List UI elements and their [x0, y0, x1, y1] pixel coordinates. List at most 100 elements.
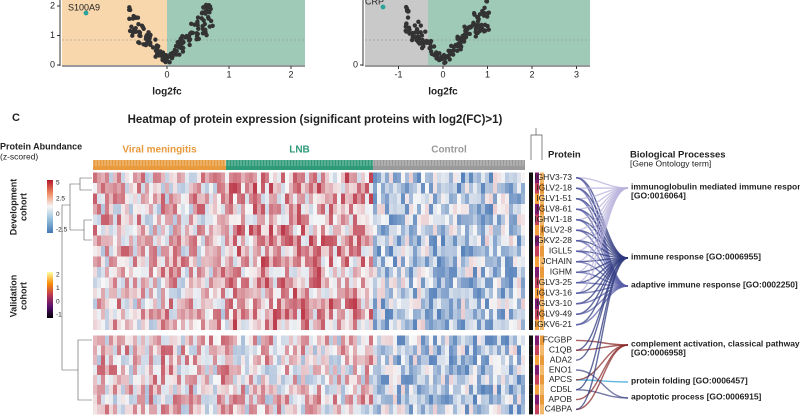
legend-subtitle: (z-scored) — [0, 151, 38, 161]
cell — [249, 183, 254, 194]
cell — [513, 204, 518, 215]
cell — [305, 256, 310, 268]
cell — [373, 298, 378, 310]
cell — [413, 319, 418, 331]
cell — [341, 267, 346, 278]
point — [148, 42, 153, 47]
link — [575, 257, 629, 411]
cell — [213, 298, 218, 310]
cell — [177, 365, 182, 375]
cell — [177, 288, 182, 299]
cell — [321, 355, 326, 366]
cell — [173, 404, 178, 415]
cell — [469, 355, 474, 366]
cell — [405, 246, 410, 257]
cell — [137, 235, 142, 247]
cell — [105, 394, 110, 405]
cell — [337, 365, 342, 375]
cell — [389, 225, 394, 236]
cell — [361, 288, 366, 299]
cell — [141, 298, 146, 310]
cell — [449, 345, 454, 356]
cell — [333, 288, 338, 299]
cell — [305, 172, 310, 184]
cell — [389, 319, 394, 331]
cell — [269, 288, 274, 299]
point — [155, 44, 161, 49]
cell — [417, 394, 422, 405]
cell — [93, 335, 98, 346]
cell — [457, 214, 462, 226]
cell — [237, 355, 242, 366]
cell — [489, 288, 494, 299]
point — [137, 30, 143, 35]
cell — [393, 246, 398, 257]
cell — [337, 404, 342, 415]
cell — [517, 345, 522, 356]
process-label: immune response [GO:0006955] — [631, 251, 761, 261]
cell — [193, 214, 198, 226]
cell — [341, 335, 346, 346]
cell — [225, 172, 230, 184]
cell — [425, 183, 430, 194]
cell — [453, 374, 458, 385]
cell — [397, 355, 402, 366]
cell — [493, 256, 498, 268]
cell — [437, 256, 442, 268]
cell — [469, 298, 474, 310]
cell — [129, 246, 134, 257]
cell — [173, 309, 178, 320]
cell — [305, 235, 310, 247]
cell — [437, 183, 442, 194]
cell — [489, 183, 494, 194]
cell — [469, 183, 474, 194]
cell — [345, 319, 350, 331]
cell — [121, 246, 126, 257]
cell — [241, 394, 246, 405]
cell — [157, 365, 162, 375]
cell — [117, 365, 122, 375]
cell — [97, 172, 102, 184]
cell — [113, 384, 118, 395]
cell — [245, 384, 250, 395]
cell — [313, 345, 318, 356]
point — [449, 43, 454, 49]
cell — [129, 256, 134, 268]
cell — [429, 309, 434, 320]
cell — [121, 288, 126, 299]
cell — [477, 355, 482, 366]
cell — [345, 298, 350, 310]
cell — [433, 277, 438, 289]
cell — [269, 365, 274, 375]
cell — [381, 214, 386, 226]
cell — [145, 277, 150, 289]
cell — [425, 267, 430, 278]
cell — [177, 235, 182, 247]
cell — [101, 235, 106, 247]
cell — [453, 256, 458, 268]
point — [195, 15, 201, 20]
cell — [353, 384, 358, 395]
cell — [285, 319, 290, 331]
cell — [457, 288, 462, 299]
cell — [509, 246, 514, 257]
cell — [505, 384, 510, 395]
cell — [497, 214, 502, 226]
point — [144, 37, 149, 42]
cell — [481, 394, 486, 405]
cell — [389, 172, 394, 184]
cell — [225, 384, 230, 395]
cell — [173, 394, 178, 405]
point — [476, 22, 481, 28]
cell — [509, 225, 514, 236]
point — [201, 5, 206, 10]
cell — [449, 335, 454, 346]
point — [179, 40, 185, 46]
cell — [465, 288, 470, 299]
cell — [165, 384, 170, 395]
cell — [185, 214, 190, 226]
cell — [421, 256, 426, 268]
cell — [453, 309, 458, 320]
cell — [521, 335, 526, 346]
cell — [341, 214, 346, 226]
